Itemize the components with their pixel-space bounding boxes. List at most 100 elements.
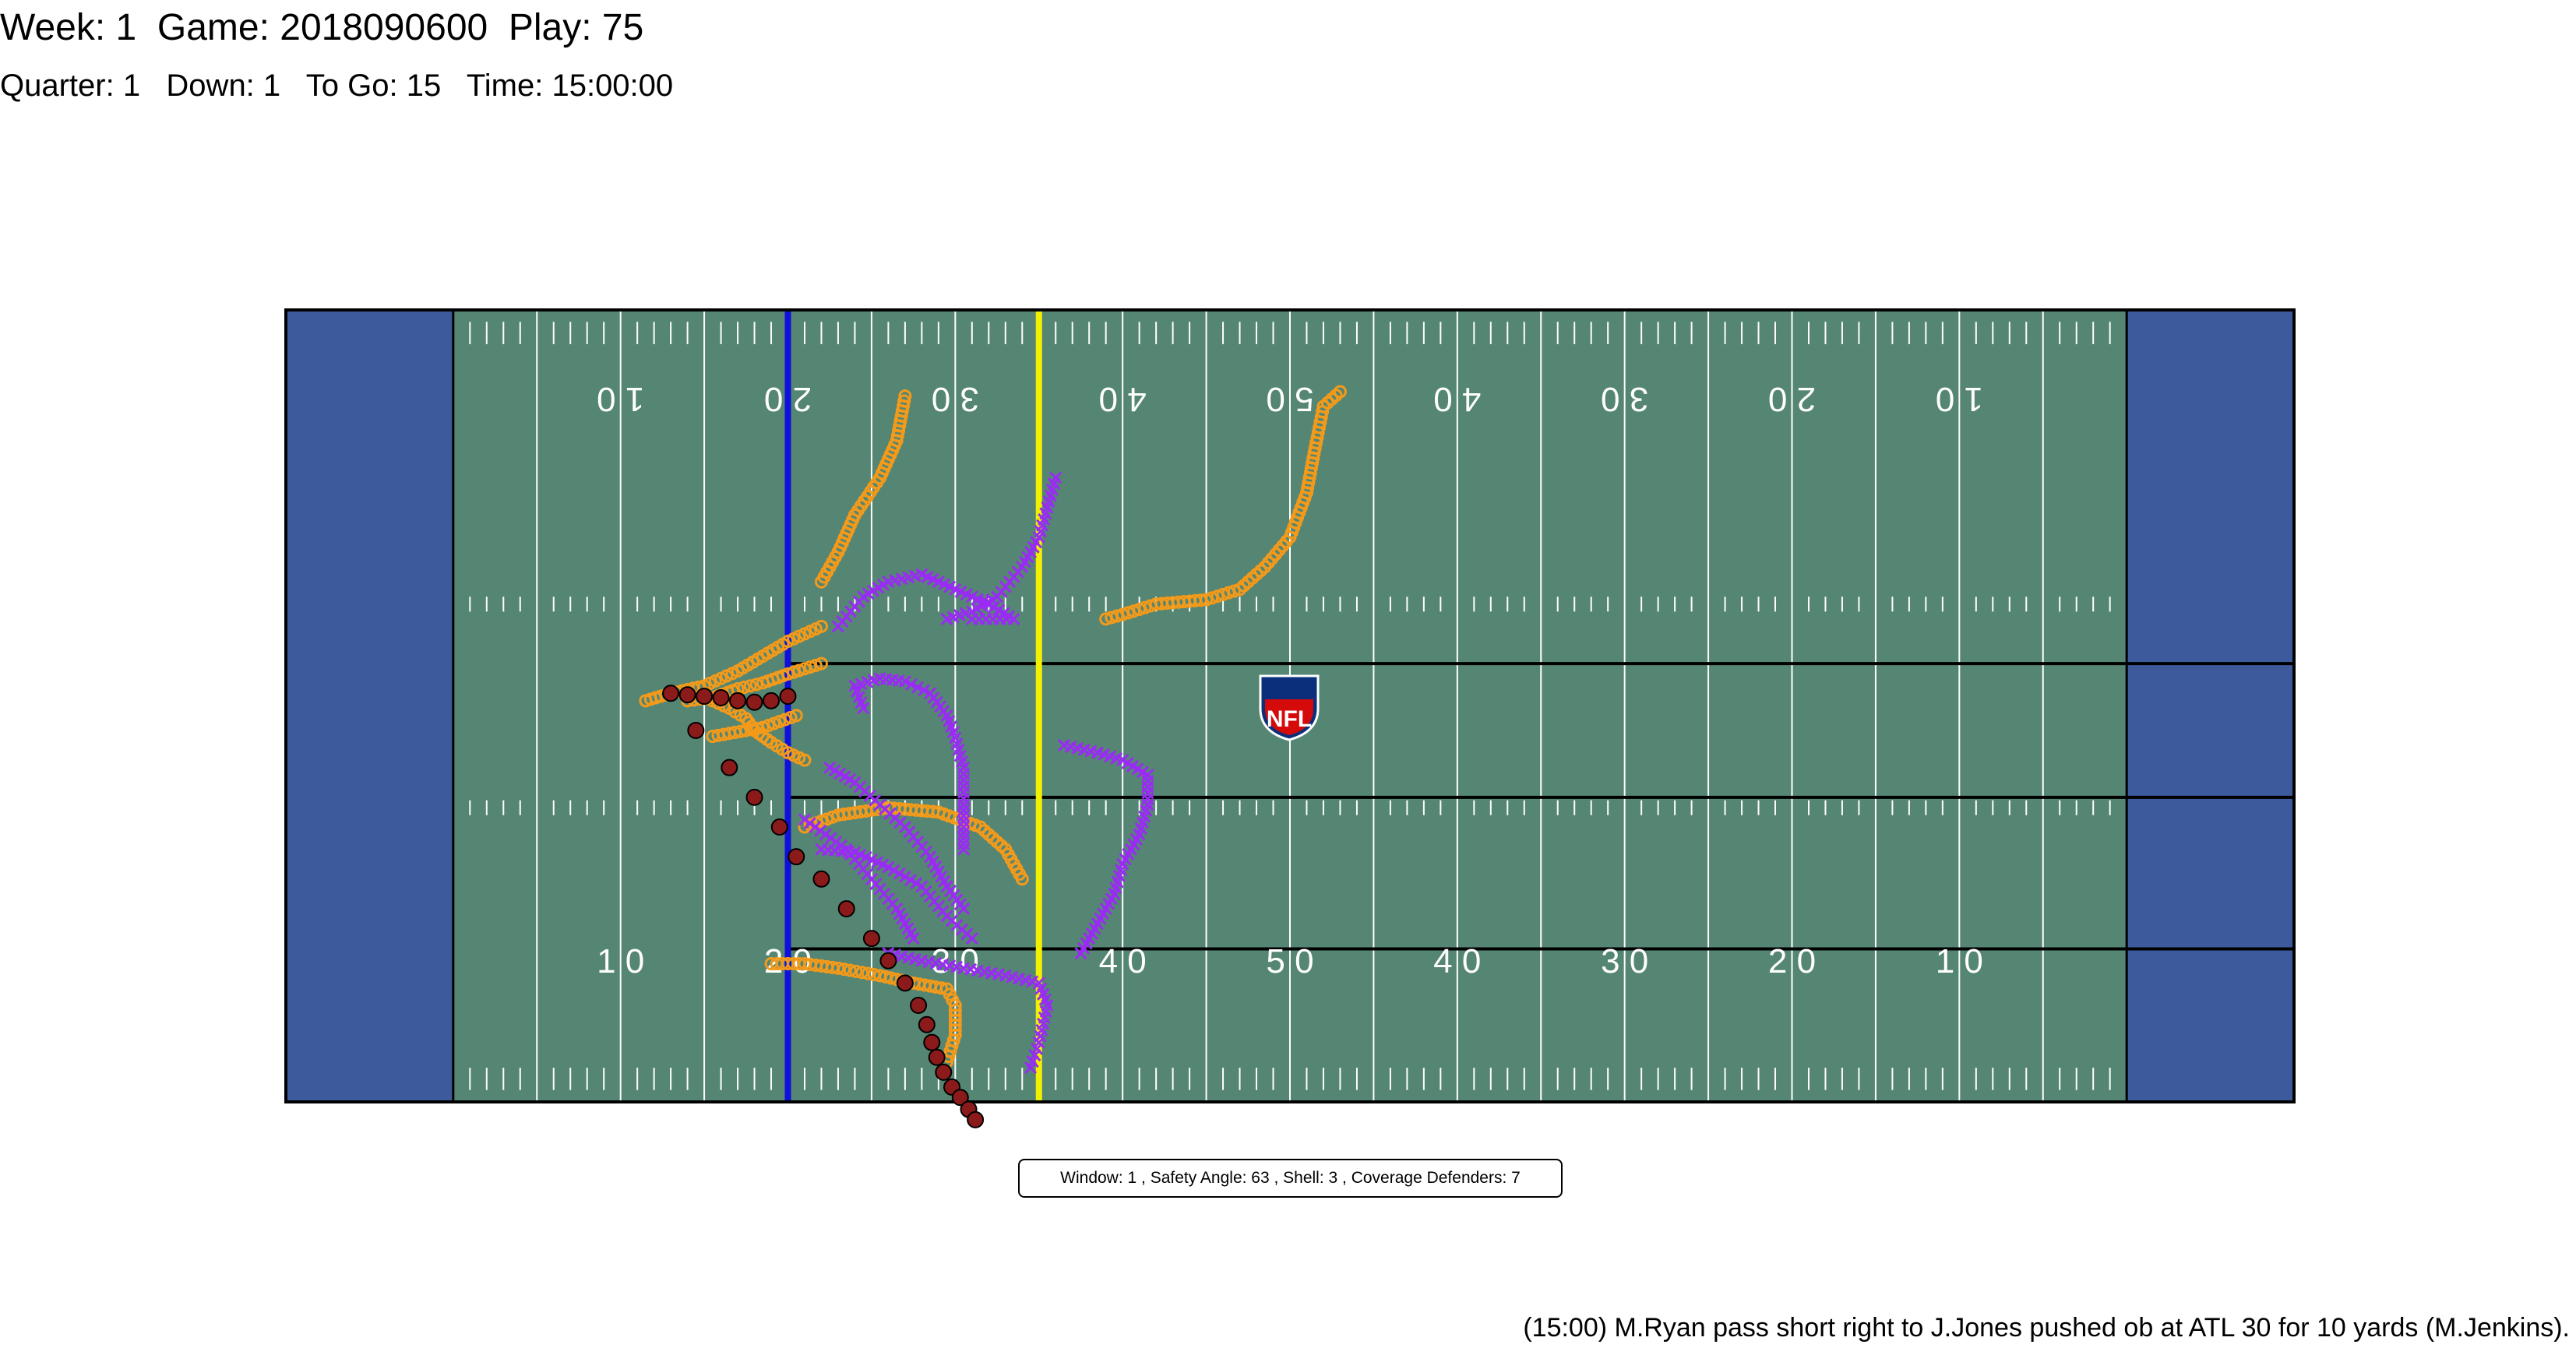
yard-number: 5 0 — [1266, 942, 1313, 980]
defense-track-point — [1074, 947, 1087, 960]
defense-track-point — [957, 902, 971, 916]
play-header: Week: 1 Game: 2018090600 Play: 75 — [0, 7, 644, 48]
offense-track-point — [1144, 599, 1158, 613]
ball-track-point — [678, 686, 696, 704]
ball-track-point — [721, 758, 738, 776]
offense-track-point — [706, 730, 720, 744]
ball-track-point — [763, 692, 781, 709]
ball-track-point — [745, 788, 763, 806]
yard-number-top: 1 0 — [597, 380, 644, 418]
ball-track-point — [729, 692, 747, 709]
defense-track-point — [957, 804, 971, 817]
offense-track-point — [1233, 582, 1247, 597]
offense-track-point — [737, 681, 751, 695]
yard-number-top: 3 0 — [932, 380, 979, 418]
defense-track-point — [957, 798, 971, 811]
offense-track-point — [743, 679, 757, 693]
coverage-info-box: Window: 1 , Safety Angle: 63 , Shell: 3 … — [1018, 1159, 1563, 1198]
nfl-logo-text: NFL — [1267, 706, 1312, 732]
yard-number: 4 0 — [1433, 942, 1481, 980]
offense-track-point — [1015, 872, 1029, 886]
defense-track-point — [917, 684, 931, 697]
yard-number: 1 0 — [1936, 942, 1983, 980]
defense-track-point — [957, 809, 971, 822]
ball-track-point — [662, 685, 680, 702]
ball-track-point — [923, 1033, 941, 1051]
offense-track-point — [809, 658, 823, 672]
ball-track-point — [879, 952, 897, 970]
offense-track-point — [711, 728, 725, 742]
game-situation: Quarter: 1 Down: 1 To Go: 15 Time: 15:00… — [0, 69, 674, 103]
defense-track-point — [957, 826, 971, 839]
offense-track-point — [792, 663, 806, 678]
play-description: (15:00) M.Ryan pass short right to J.Jon… — [1523, 1313, 2570, 1343]
offense-track-point — [1149, 597, 1163, 611]
ball-track-point — [896, 974, 914, 992]
offense-track-point — [756, 676, 770, 690]
yard-number-top: 4 0 — [1433, 380, 1481, 418]
offense-track-point — [837, 963, 851, 977]
defense-track-point — [957, 820, 971, 834]
yard-number-top: 4 0 — [1099, 380, 1147, 418]
ball-track-point — [696, 688, 714, 706]
defense-track-point — [957, 832, 971, 845]
ball-track-point — [935, 1063, 953, 1081]
offense-track-point — [639, 694, 653, 708]
offense-track-point — [814, 656, 828, 670]
defense-track-point — [957, 815, 971, 828]
offense-track-point — [1221, 586, 1235, 600]
yard-number: 3 0 — [1601, 942, 1648, 980]
offense-track-point — [861, 966, 875, 980]
defense-track-point — [911, 681, 925, 694]
ball-track-point — [779, 688, 797, 706]
yard-number: 1 0 — [597, 942, 644, 980]
offense-track-point — [1133, 602, 1147, 616]
ball-track-point — [687, 721, 705, 739]
ball-track-point — [918, 1015, 936, 1033]
left-endzone — [286, 310, 453, 1102]
ball-track-point — [788, 848, 805, 866]
yard-number-top: 2 0 — [1768, 380, 1816, 418]
offense-track-point — [1138, 600, 1152, 614]
ball-track-point — [910, 996, 928, 1014]
offense-track-point — [1105, 611, 1119, 625]
ball-track-point — [967, 1110, 985, 1128]
defense-track-point — [957, 837, 971, 850]
defense-track-point — [898, 674, 911, 688]
defense-track-point — [904, 678, 918, 691]
offense-track-point — [1216, 587, 1230, 601]
offense-track-point — [849, 964, 863, 978]
ball-track-point — [812, 870, 830, 888]
track-layer — [639, 385, 1347, 1128]
ball-track-point — [928, 1048, 946, 1066]
defense-track-point — [1024, 1061, 1038, 1075]
yard-number: 4 0 — [1099, 942, 1147, 980]
yard-number: 2 0 — [1768, 942, 1816, 980]
ball-track-point — [951, 1089, 969, 1107]
field-border — [284, 308, 2296, 1103]
nfl-logo: NFL — [1259, 674, 1320, 741]
offense-track-point — [1210, 590, 1225, 604]
offense-track-point — [803, 660, 817, 674]
ball-track-point — [837, 899, 855, 917]
offense-track-point — [1126, 604, 1140, 618]
right-endzone — [2127, 310, 2294, 1102]
offense-track-point — [798, 662, 812, 676]
yard-number-top: 5 0 — [1266, 380, 1313, 418]
yard-number-top: 3 0 — [1601, 380, 1648, 418]
defense-track-point — [907, 932, 920, 945]
offense-track-point — [749, 678, 763, 692]
ball-track-point — [745, 693, 763, 711]
ball-track-point — [712, 689, 730, 707]
offense-track-point — [1099, 612, 1113, 626]
offense-track-point — [934, 981, 948, 995]
offense-track-point — [814, 575, 828, 589]
offense-track-point — [855, 966, 869, 980]
offense-track-point — [831, 961, 845, 975]
yard-number-top: 1 0 — [1936, 380, 1983, 418]
ball-track-point — [770, 818, 788, 836]
offense-track-point — [843, 963, 857, 977]
defense-track-point — [940, 612, 953, 625]
defense-track-point — [965, 932, 978, 945]
